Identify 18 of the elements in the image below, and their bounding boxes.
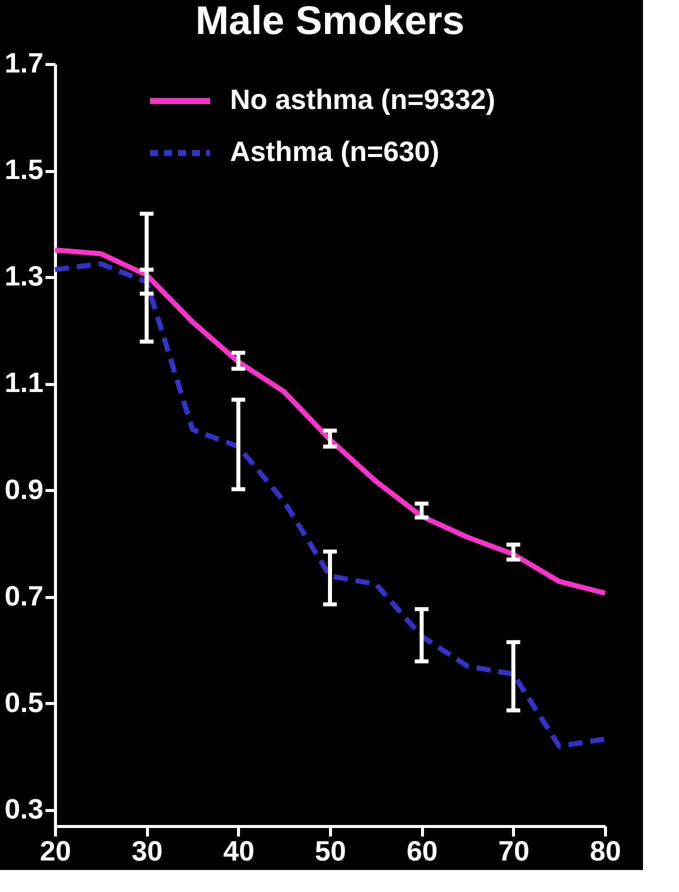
y-tick-label: 0.3 [4, 794, 44, 825]
legend-label: Asthma (n=630) [230, 136, 440, 167]
y-tick-label: 1.1 [4, 367, 44, 398]
x-tick-label: 30 [132, 836, 163, 866]
x-tick-label: 50 [314, 836, 346, 866]
chart-title: Male Smokers [195, 0, 465, 43]
x-tick-label: 80 [590, 836, 622, 866]
x-tick-label: 20 [40, 836, 72, 866]
y-tick-label: 1.7 [4, 48, 44, 78]
y-tick-label: 0.9 [4, 474, 44, 505]
legend-label: No asthma (n=9332) [230, 84, 496, 115]
y-tick-label: 0.5 [4, 686, 44, 718]
x-tick-label: 60 [406, 836, 438, 866]
x-tick-label: 70 [498, 836, 530, 866]
y-tick-label: 0.7 [4, 580, 44, 612]
y-tick-label: 1.3 [4, 260, 44, 292]
y-tick-label: 1.5 [4, 154, 44, 186]
x-tick-label: 40 [223, 836, 254, 866]
